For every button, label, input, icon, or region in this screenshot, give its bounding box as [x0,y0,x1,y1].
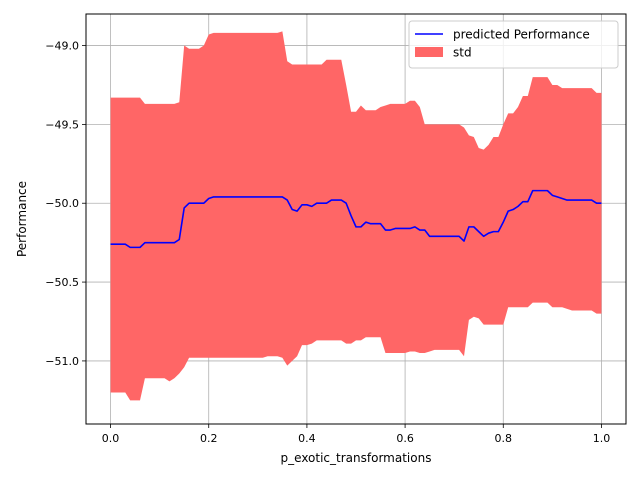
plot-area: 0.0 0.2 0.4 0.6 0.8 1.0 −51.0−50.5−50.0−49.5−… [45,13,627,445]
legend-label-std: std [453,46,472,60]
legend: predicted Performance std [408,20,619,69]
y-axis-ticks: −51.0 −50.5 −50.0 −49.5 −49.0 [45,40,86,368]
legend-box [408,20,619,69]
y-tick-label: −51.0 [45,355,79,368]
y-tick-label: −50.5 [45,276,79,289]
std-band-layer [110,31,602,401]
y-tick-label: −49.0 [45,40,79,53]
x-tick-label: 0.4 [298,432,316,445]
x-tick-label: 0.8 [495,432,513,445]
legend-label-predicted: predicted Performance [453,28,590,42]
series-layer [110,189,602,249]
legend-std-swatch [415,47,443,57]
x-tick-label: 1.0 [593,432,611,445]
x-tick-label: 0.0 [102,432,120,445]
x-tick-label: 0.6 [396,432,414,445]
x-axis-label: p_exotic_transformations [281,451,432,465]
y-tick-label: −49.5 [45,118,79,131]
y-axis-label: Performance [15,181,29,257]
y-tick-label: −50.0 [45,197,79,210]
std-band [110,31,602,401]
x-tick-label: 0.2 [200,432,218,445]
x-axis-ticks: 0.0 0.2 0.4 0.6 0.8 1.0 [102,424,610,445]
series-line-predicted-performance [110,189,602,249]
axes-frame [85,13,627,425]
